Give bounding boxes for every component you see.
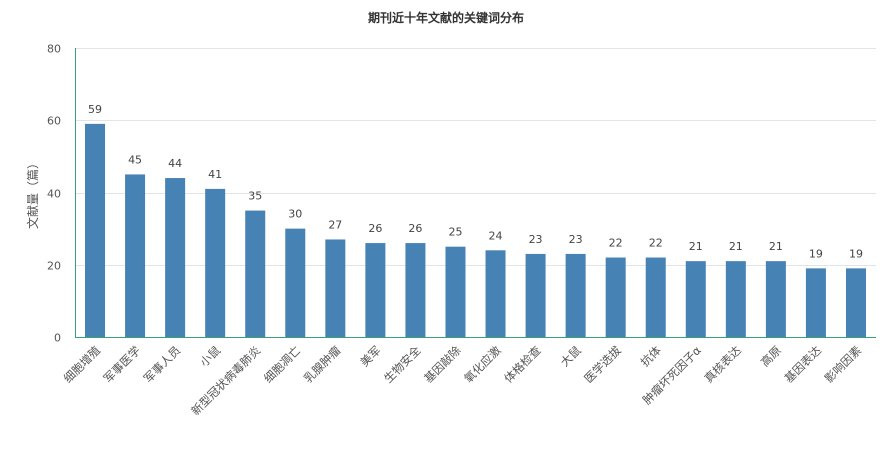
data-label: 21 xyxy=(729,240,743,253)
x-tick-label: 乳腺肿瘤 xyxy=(301,343,344,386)
bar xyxy=(85,123,106,337)
x-tick-label: 高原 xyxy=(758,343,784,369)
y-tick-label: 80 xyxy=(47,43,61,56)
x-tick-label: 小鼠 xyxy=(197,343,224,370)
bar xyxy=(565,253,586,337)
data-label: 59 xyxy=(88,103,102,116)
x-tick-label: 体格检查 xyxy=(501,343,544,386)
x-tick-label: 大鼠 xyxy=(558,343,585,370)
bar xyxy=(365,243,386,337)
data-label: 24 xyxy=(489,229,503,242)
bar xyxy=(485,250,506,337)
data-label: 26 xyxy=(408,222,422,235)
x-tick-label: 基因敲除 xyxy=(421,343,464,386)
data-label: 21 xyxy=(769,240,783,253)
x-tick-label: 生物安全 xyxy=(381,343,424,386)
x-tick-label: 氧化应激 xyxy=(461,343,504,386)
x-tick-label: 细胞增殖 xyxy=(61,343,104,386)
y-axis-ticks: 0 20 40 60 80 xyxy=(47,43,61,345)
data-labels: 59 45 44 41 35 30 27 26 26 25 24 23 23 22 22 21 21 21 19 19 xyxy=(88,103,863,260)
bar xyxy=(205,188,226,337)
grid-lines xyxy=(75,48,876,266)
y-tick-label: 20 xyxy=(47,260,61,273)
data-label: 23 xyxy=(569,233,583,246)
data-label: 45 xyxy=(128,153,142,166)
x-tick-label: 军事人员 xyxy=(141,343,183,385)
bar xyxy=(845,268,866,337)
data-label: 25 xyxy=(448,226,462,239)
x-tick-label: 军事医学 xyxy=(101,343,143,385)
data-label: 19 xyxy=(809,247,823,260)
bar xyxy=(725,261,746,337)
x-tick-label: 细胞凋亡 xyxy=(261,343,303,385)
bar xyxy=(285,228,306,337)
x-tick-label: 美军 xyxy=(357,343,383,369)
bar xyxy=(765,261,786,337)
bar xyxy=(165,178,186,337)
bar xyxy=(805,268,826,337)
bar xyxy=(525,253,546,337)
data-label: 30 xyxy=(288,208,302,221)
bar xyxy=(405,243,426,337)
y-tick-label: 40 xyxy=(47,188,61,201)
data-label: 22 xyxy=(649,237,663,250)
y-axis-label: 文献量（篇） xyxy=(25,157,40,229)
bar xyxy=(125,174,146,337)
data-label: 19 xyxy=(849,247,863,260)
data-label: 41 xyxy=(208,168,222,181)
bar xyxy=(605,257,626,337)
data-label: 22 xyxy=(609,237,623,250)
data-label: 35 xyxy=(248,190,262,203)
x-tick-label: 新型冠状病毒肺炎 xyxy=(188,343,263,418)
bar xyxy=(325,239,346,337)
bar xyxy=(245,210,266,337)
x-tick-label: 抗体 xyxy=(638,343,665,370)
y-tick-label: 60 xyxy=(47,115,61,128)
x-tick-label: 影响因素 xyxy=(822,343,864,385)
chart-title: 期刊近十年文献的关键词分布 xyxy=(368,10,524,25)
data-label: 21 xyxy=(689,240,703,253)
y-tick-label: 0 xyxy=(54,332,61,345)
data-label: 44 xyxy=(168,157,182,170)
data-label: 27 xyxy=(328,218,342,231)
bar xyxy=(445,246,466,337)
bars xyxy=(85,123,866,337)
x-tick-label: 基因表达 xyxy=(782,343,825,386)
data-label: 23 xyxy=(529,233,543,246)
bar xyxy=(685,261,706,337)
bar xyxy=(645,257,666,337)
x-tick-label: 医学选拔 xyxy=(581,343,624,386)
x-tick-label: 真核表达 xyxy=(702,343,745,386)
data-label: 26 xyxy=(368,222,382,235)
